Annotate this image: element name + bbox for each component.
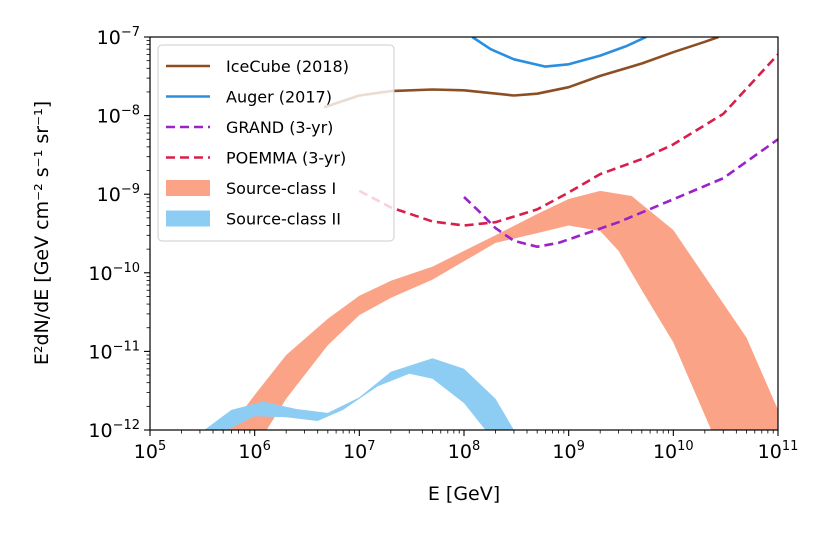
- x-tick-label: 106: [238, 439, 270, 463]
- y-axis-label: E²dN/dE [GeV cm⁻² s⁻¹ sr⁻¹]: [31, 101, 53, 365]
- legend-label-source-class-i: Source-class I: [226, 179, 336, 198]
- legend-label-grand-3-yr: GRAND (3-yr): [226, 118, 333, 137]
- y-tick-label: 10−7: [97, 25, 140, 49]
- legend: IceCube (2018) Auger (2017) GRAND (3-yr) PO…: [157, 44, 395, 242]
- axis-layer: 105 106 107 108 109 1010 101110−1210−1110−1010…: [88, 25, 798, 463]
- x-axis-label: E [GeV]: [428, 483, 500, 505]
- legend-swatch-source-class-i: [166, 180, 210, 196]
- band-source-class-i: [228, 190, 778, 430]
- legend-swatch-source-class-ii: [166, 210, 210, 227]
- legend-box: [157, 44, 395, 242]
- y-tick-label: 10−8: [97, 104, 140, 128]
- legend-label-poemma-3-yr: POEMMA (3-yr): [226, 149, 346, 168]
- line-poemma-3-yr: [358, 53, 778, 227]
- legend-label-icecube-2018: IceCube (2018): [226, 57, 349, 76]
- x-tick-label: 108: [448, 439, 480, 463]
- legend-label-source-class-ii: Source-class II: [226, 210, 341, 229]
- line-auger-2017: [471, 37, 647, 68]
- legend-label-auger-2017: Auger (2017): [226, 88, 332, 107]
- line-grand-3-yr: [463, 138, 778, 248]
- band-source-class-ii: [204, 358, 514, 430]
